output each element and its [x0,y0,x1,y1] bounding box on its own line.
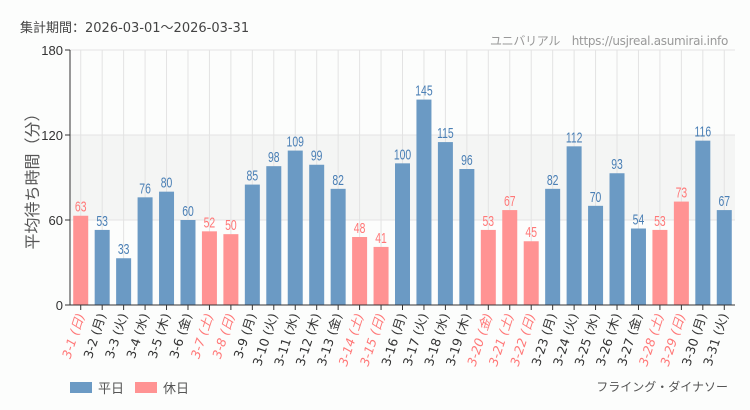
bar [223,234,239,305]
data-label: 80 [161,175,173,191]
bar [480,229,496,305]
x-tick-label: 3-9 (月) [231,311,260,360]
bar [73,215,89,305]
bar [566,146,582,305]
data-label: 82 [332,172,344,188]
x-tick-label: 3-4 (水) [123,311,152,360]
bar [609,173,625,305]
attraction-name: フライング・ダイナソー [596,380,728,394]
legend-weekday: 平日 [70,378,124,397]
bar [352,237,368,305]
y-tick-label: 60 [49,213,63,228]
data-label: 73 [676,185,688,201]
x-tick-label: 3-8 (日) [209,311,238,360]
legend-label-holiday: 休日 [163,382,190,397]
data-label: 145 [415,83,432,99]
data-label: 115 [437,126,454,142]
bar [437,142,453,305]
data-label: 33 [118,242,130,258]
data-label: 93 [611,157,623,173]
bar [695,140,711,305]
bar [180,220,196,305]
legend-label-weekday: 平日 [98,382,125,397]
data-label: 45 [525,225,537,241]
x-tick-label: 3-1 (日) [59,311,88,360]
data-label: 53 [654,213,666,229]
data-label: 67 [504,194,516,210]
x-tick-label: 3-24 (火) [550,311,581,368]
data-label: 63 [75,199,87,215]
data-label: 54 [633,212,645,228]
bar [630,228,646,305]
data-label: 48 [354,220,366,236]
bar [459,169,475,305]
x-tick-label: 3-2 (月) [80,311,109,360]
bar [309,164,325,305]
data-label: 85 [247,168,259,184]
bar [137,197,153,305]
bar [373,246,389,305]
data-label: 76 [139,181,151,197]
bar [159,191,175,305]
x-tick-label: 3-7 (土) [188,311,217,360]
bar [502,210,518,305]
data-label: 82 [547,172,559,188]
bar [266,166,282,305]
y-tick-label: 180 [41,43,63,58]
data-label: 53 [483,213,495,229]
bar [416,99,432,305]
legend-holiday: 休日 [135,378,189,397]
data-label: 99 [311,148,323,164]
bar [588,205,604,305]
bar [545,188,561,305]
bar [201,231,217,305]
data-label: 53 [96,213,108,229]
bar [395,163,410,305]
bar [716,210,732,305]
bar [330,188,346,305]
data-label: 60 [182,203,194,219]
bar [116,258,132,305]
x-tick-label: 3-3 (火) [102,311,131,360]
data-label: 109 [287,134,304,150]
data-label: 52 [204,215,216,231]
data-label: 98 [268,150,280,166]
bar [523,241,539,305]
data-label: 70 [590,189,602,205]
bar [94,229,110,305]
x-tick-label: 3-5 (木) [145,311,174,360]
data-label: 50 [225,218,237,234]
data-label: 100 [394,147,411,163]
data-label: 96 [461,152,473,168]
data-label: 67 [718,194,730,210]
data-label: 41 [375,230,387,246]
legend-swatch-weekday [70,382,92,393]
y-axis-title: 平均待ち時間（分） [23,105,42,249]
data-label: 116 [695,124,712,140]
bar [673,201,689,305]
y-tick-label: 0 [56,298,63,313]
bar [244,184,260,305]
x-tick-label: 3-13 (金) [314,311,345,368]
y-tick-label: 120 [41,128,63,143]
data-label: 112 [566,130,583,146]
x-tick-label: 3-6 (金) [166,311,195,360]
bar [287,150,303,305]
legend-swatch-holiday [135,382,157,393]
bar [652,229,668,305]
source-label: ユニバリアル https://usjreal.asumirai.info [489,34,728,48]
period-label: 集計期間：2026-03-01～2026-03-31 [20,21,250,36]
